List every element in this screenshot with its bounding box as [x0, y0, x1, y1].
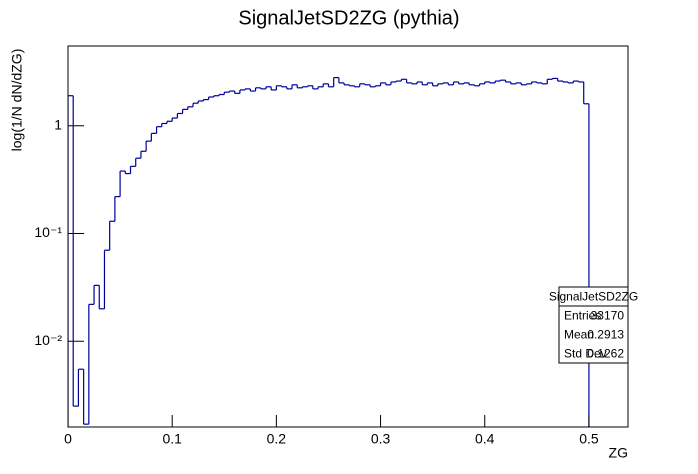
y-axis-label: log(1/N dN/dZG) [9, 49, 25, 152]
x-tick-label: 0.1 [162, 431, 182, 447]
y-tick-label: 10⁻¹ [34, 224, 62, 240]
x-axis-label: ZG [609, 445, 628, 461]
histogram-connectors [68, 77, 590, 427]
stats-label: Mean [564, 328, 594, 342]
stats-value: 33170 [591, 309, 625, 323]
x-tick-label: 0.2 [267, 431, 287, 447]
y-tick-label: 10⁻² [34, 332, 62, 348]
chart-title: SignalJetSD2ZG (pythia) [238, 7, 459, 29]
x-tick-label: 0.5 [579, 431, 599, 447]
x-tick-label: 0 [64, 431, 72, 447]
stats-title: SignalJetSD2ZG [549, 290, 638, 304]
y-tick-label: 1 [54, 116, 62, 132]
x-tick-label: 0.3 [371, 431, 391, 447]
stats-label: Entries [564, 309, 601, 323]
stats-frame [558, 286, 629, 364]
stats-value: 0.2913 [587, 328, 624, 342]
histogram [68, 76, 590, 427]
plot-frame [67, 45, 629, 428]
x-tick-label: 0.4 [475, 431, 495, 447]
stats-label: Std Dev [564, 347, 607, 361]
stats-value: 0.1262 [587, 347, 624, 361]
